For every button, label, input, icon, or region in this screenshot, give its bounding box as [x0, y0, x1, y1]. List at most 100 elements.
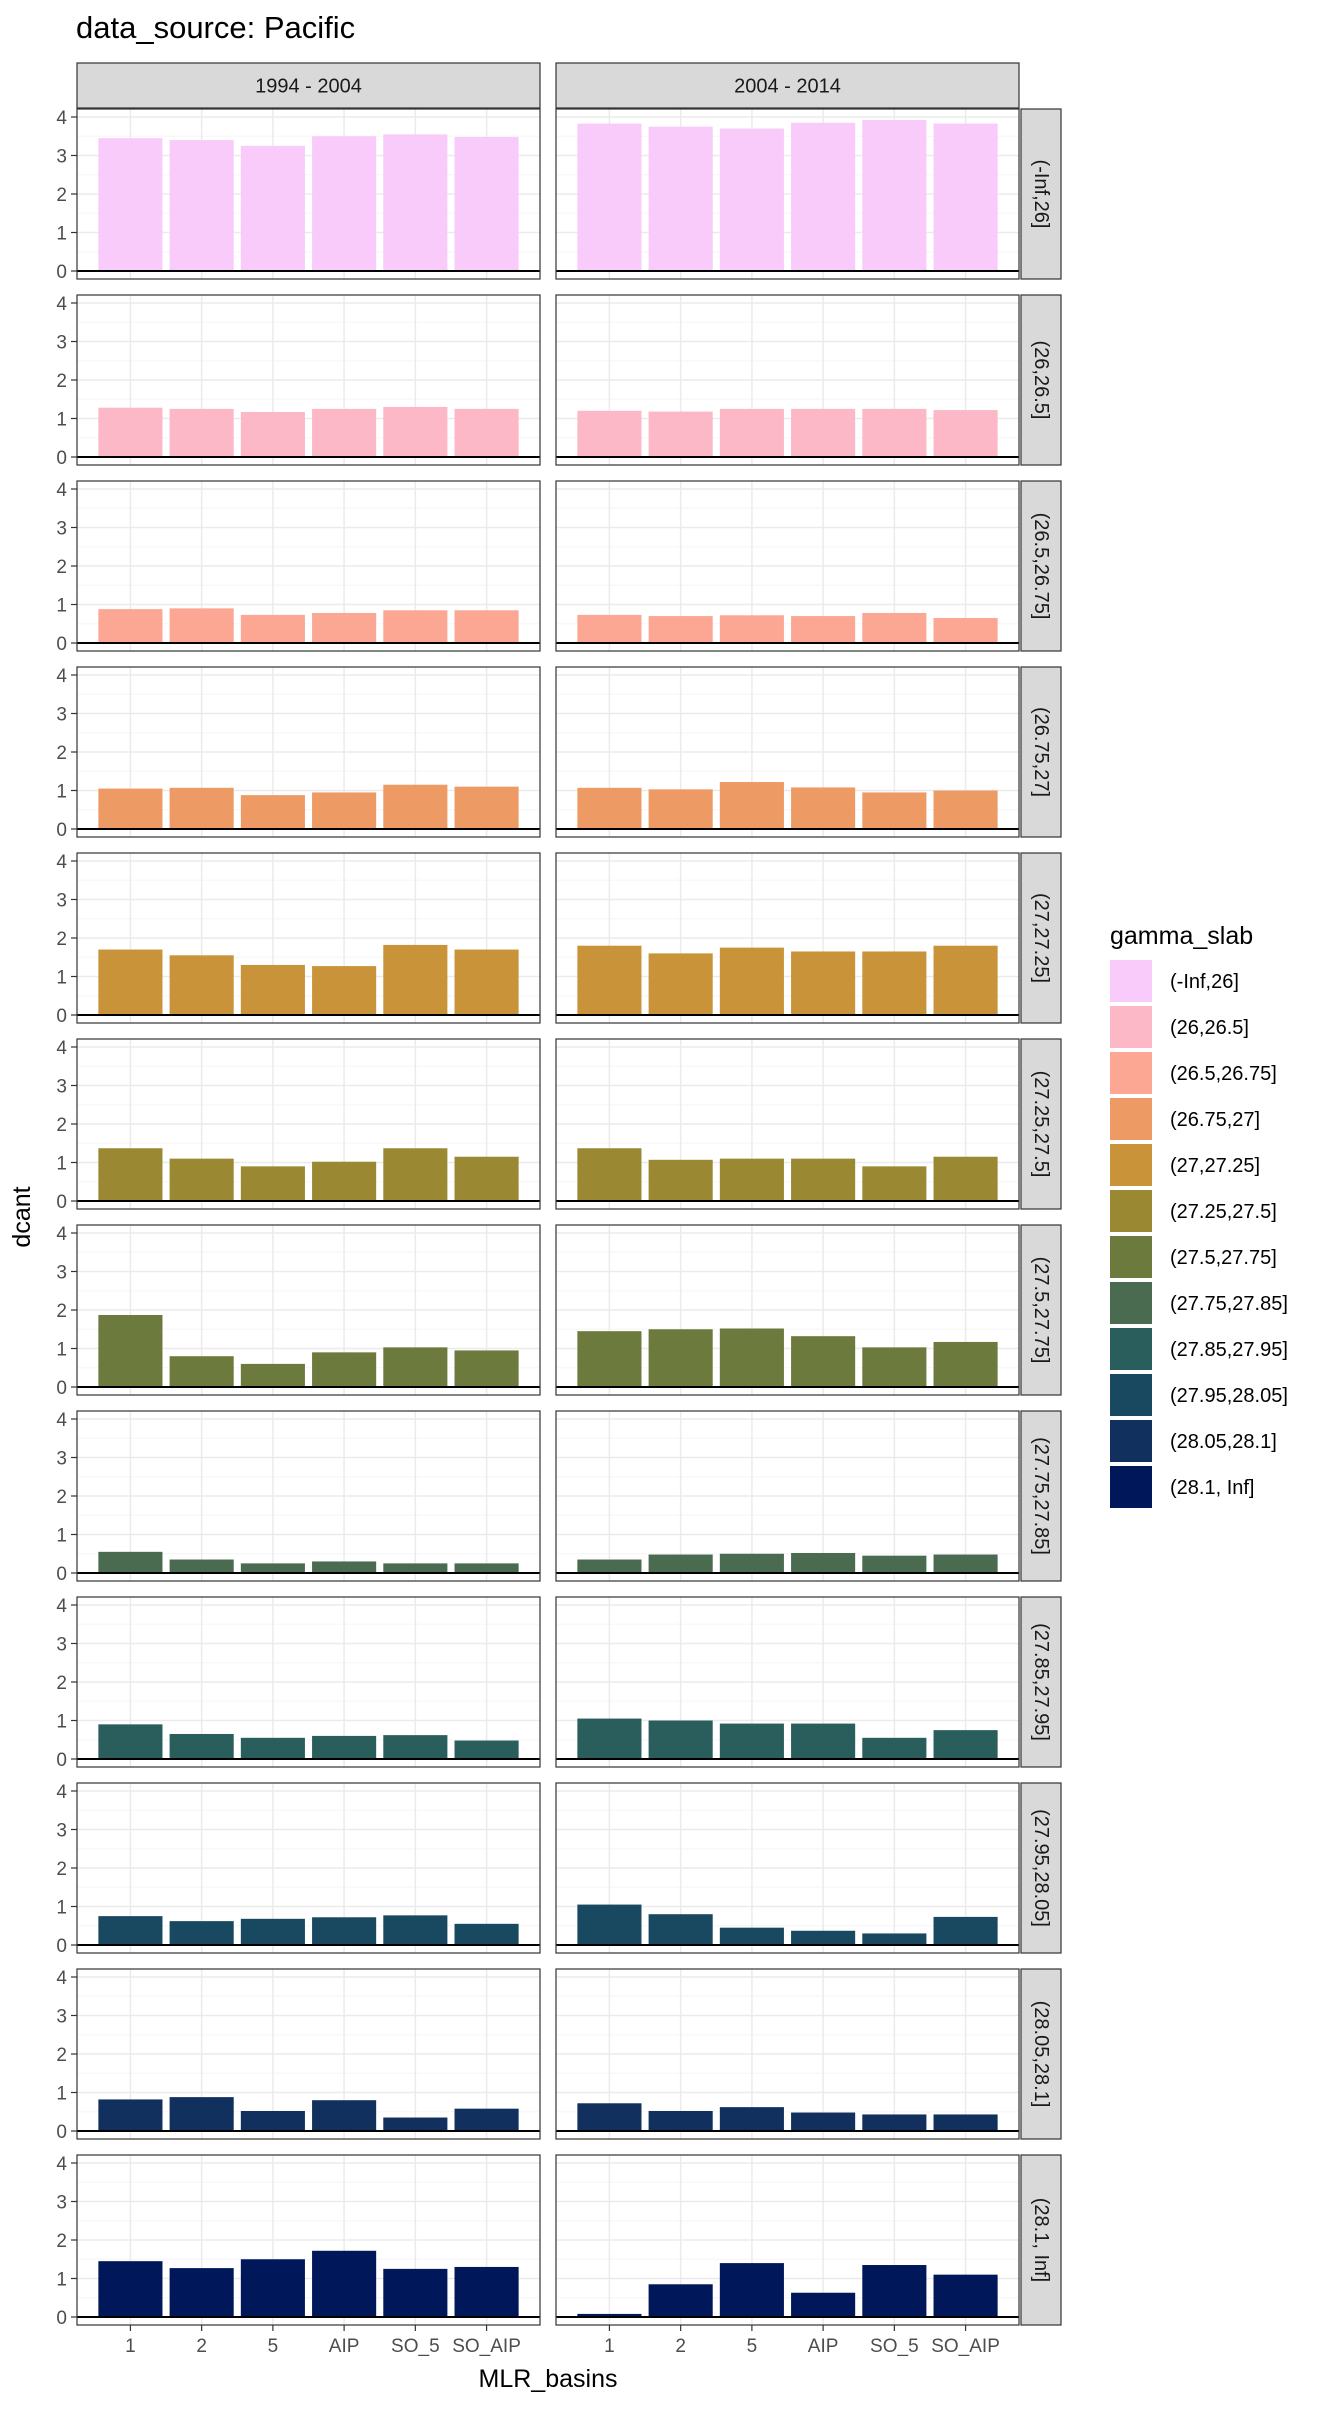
bar	[98, 609, 163, 643]
y-tick-label: 4	[56, 1968, 67, 1989]
panel-border	[555, 1782, 1020, 1954]
bar	[933, 1730, 998, 1759]
row-strip-label: (27.75,27.85]	[1030, 1437, 1052, 1555]
legend-label: (28.1, Inf]	[1170, 1477, 1255, 1499]
y-tick-label: 3	[56, 891, 67, 912]
row-strip-label: (26.75,27]	[1030, 707, 1052, 797]
legend-key	[1110, 1466, 1152, 1508]
x-tick-label: AIP	[808, 2336, 839, 2357]
row-strip-label: (28.1, Inf]	[1030, 2198, 1052, 2283]
bar	[719, 782, 784, 829]
x-tick-label: AIP	[329, 2336, 360, 2357]
panel-4-2	[555, 666, 1020, 838]
panel-7-2	[555, 1224, 1020, 1396]
bar	[791, 1552, 856, 1573]
bar	[719, 1158, 784, 1201]
bar	[648, 1329, 713, 1387]
y-tick-label: 0	[56, 1378, 67, 1399]
panel-border	[555, 294, 1020, 466]
bar	[454, 137, 519, 271]
bar	[577, 1718, 642, 1759]
panel-11-2	[555, 1968, 1020, 2140]
bar	[383, 944, 448, 1015]
y-tick-label: 2	[56, 371, 67, 392]
row-strip-9	[1020, 1596, 1062, 1768]
y-tick-label: 3	[56, 1449, 67, 1470]
legend-key	[1110, 1282, 1152, 1324]
y-tick-label: 2	[56, 1673, 67, 1694]
y-tick-label: 2	[56, 1115, 67, 1136]
legend-label: (26,26.5]	[1170, 1017, 1249, 1039]
legend-label: (27.25,27.5]	[1170, 1201, 1277, 1223]
bar	[454, 1156, 519, 1201]
row-strip-label: (28.05,28.1]	[1030, 2001, 1052, 2108]
bar	[791, 787, 856, 829]
bar	[454, 1350, 519, 1387]
row-strip-label: (-Inf,26]	[1030, 160, 1052, 229]
bar	[312, 1917, 377, 1945]
plot-title: data_source: Pacific	[76, 10, 355, 45]
bar	[312, 612, 377, 643]
bar	[577, 1148, 642, 1201]
y-tick-label: 0	[56, 1936, 67, 1957]
legend-key	[1110, 1374, 1152, 1416]
y-tick-label: 3	[56, 1635, 67, 1656]
y-tick-label: 4	[56, 1410, 67, 1431]
bar	[454, 1923, 519, 1945]
x-tick-label: 5	[268, 2336, 279, 2357]
y-tick-label: 3	[56, 333, 67, 354]
y-tick-label: 3	[56, 705, 67, 726]
bar	[577, 1904, 642, 1945]
legend-label: (26.5,26.75]	[1170, 1063, 1277, 1085]
y-tick-label: 4	[56, 480, 67, 501]
bar	[240, 2259, 305, 2317]
y-tick-label: 4	[56, 1038, 67, 1059]
bar	[719, 947, 784, 1015]
bar	[648, 789, 713, 829]
bar	[383, 610, 448, 643]
bar	[862, 1933, 927, 1945]
column-strip-2	[555, 62, 1020, 109]
y-tick-label: 1	[56, 410, 67, 431]
column-strip-label: 2004 - 2014	[734, 76, 841, 98]
bar	[577, 945, 642, 1015]
panel-8-2	[555, 1410, 1020, 1582]
panel-6-1	[76, 1038, 541, 1210]
bar	[577, 2103, 642, 2131]
panel-border	[555, 2154, 1020, 2326]
bar	[98, 407, 163, 457]
panel-1-2	[555, 108, 1020, 280]
y-tick-label: 4	[56, 294, 67, 315]
y-axis-title: dcant	[8, 1186, 36, 1247]
facet-panels: 1994 - 2004 2004 - 2014 0 1 2 3 4 (-Inf,26] 0 1 2 3…	[56, 62, 1062, 2357]
bar	[454, 949, 519, 1015]
bar	[312, 136, 377, 271]
x-tick-label: SO_5	[391, 2336, 440, 2357]
y-tick-label: 0	[56, 634, 67, 655]
y-tick-label: 2	[56, 743, 67, 764]
y-tick-label: 3	[56, 2193, 67, 2214]
y-tick-label: 3	[56, 519, 67, 540]
bar	[312, 2250, 377, 2317]
row-strip-label: (27.95,28.05]	[1030, 1809, 1052, 1927]
bar	[648, 1554, 713, 1573]
y-tick-label: 0	[56, 2122, 67, 2143]
legend-key	[1110, 1190, 1152, 1232]
panel-11-1	[76, 1968, 541, 2140]
x-axis-title: MLR_basins	[479, 2365, 618, 2393]
y-tick-label: 1	[56, 2084, 67, 2105]
bar	[169, 2097, 234, 2131]
x-tick-label: SO_AIP	[452, 2336, 521, 2357]
bar	[169, 1356, 234, 1387]
bar	[933, 410, 998, 457]
bar	[791, 616, 856, 643]
y-tick-label: 0	[56, 1192, 67, 1213]
bar	[933, 945, 998, 1015]
bar	[312, 1561, 377, 1573]
x-tick-label: 1	[125, 2336, 136, 2357]
bar	[98, 1315, 163, 1387]
bar	[577, 410, 642, 457]
panel-border	[555, 1038, 1020, 1210]
row-strip-5	[1020, 852, 1062, 1024]
bar	[312, 1352, 377, 1387]
